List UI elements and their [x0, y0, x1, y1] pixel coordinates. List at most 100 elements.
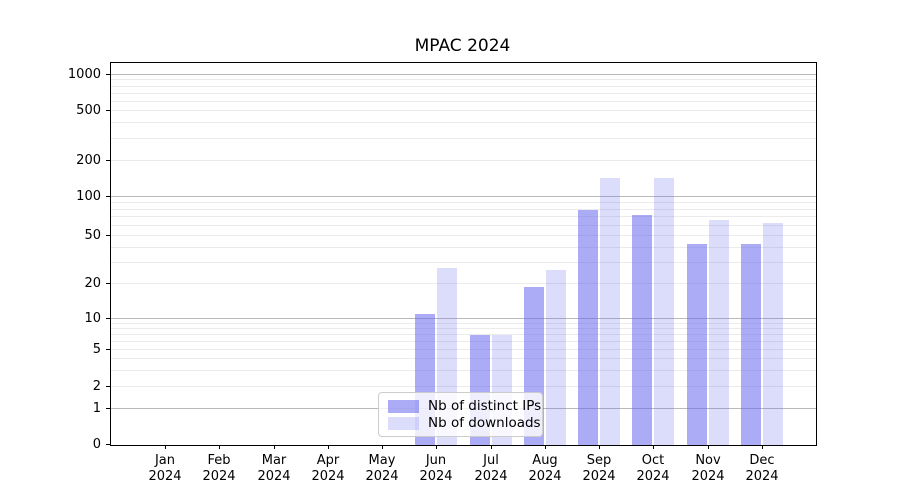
- gridline-minor: [111, 202, 816, 203]
- bar-downloads: [709, 220, 729, 445]
- x-tick-month: Dec: [749, 453, 775, 468]
- bar-downloads: [654, 178, 674, 445]
- x-tick-mark: [382, 445, 383, 449]
- x-tick-month: Mar: [261, 453, 287, 468]
- x-tick-label: Jul 2024: [461, 453, 521, 485]
- x-tick-month: Apr: [316, 453, 340, 468]
- x-tick-mark: [599, 445, 600, 449]
- y-tick-mark: [106, 235, 110, 236]
- x-tick-mark: [165, 445, 166, 449]
- gridline-minor: [111, 93, 816, 94]
- legend-swatch-downloads: [388, 417, 419, 430]
- bar-downloads: [600, 178, 620, 445]
- x-tick-month: Jun: [425, 453, 447, 468]
- x-tick-mark: [545, 445, 546, 449]
- gridline-minor: [111, 101, 816, 102]
- gridline-minor: [111, 283, 816, 284]
- x-tick-label: Jun 2024: [406, 453, 466, 485]
- gridline-minor: [111, 79, 816, 80]
- gridline-minor: [111, 386, 816, 387]
- x-tick-month: Oct: [641, 453, 665, 468]
- gridline-minor: [111, 328, 816, 329]
- plot-area: 0 1 2 5 10 20 50 100 200 500 1000 Jan 2024 Feb 2024 Mar…: [68, 62, 817, 484]
- legend: Nb of distinct IPs Nb of downloads: [378, 392, 543, 437]
- y-tick-mark: [106, 283, 110, 284]
- y-tick-label: 50: [84, 228, 101, 243]
- y-tick-mark: [106, 74, 110, 75]
- gridline-minor: [111, 349, 816, 350]
- gridline-minor: [111, 216, 816, 217]
- x-tick-year: 2024: [745, 469, 779, 484]
- bar-distinct-ips: [741, 244, 761, 445]
- x-tick-label: Aug 2024: [515, 453, 575, 485]
- x-tick-year: 2024: [148, 469, 182, 484]
- y-tick-mark: [106, 349, 110, 350]
- x-tick-month: Nov: [695, 453, 721, 468]
- y-tick-mark: [106, 110, 110, 111]
- y-tick-mark: [106, 196, 110, 197]
- gridline-minor: [111, 358, 816, 359]
- x-tick-mark: [274, 445, 275, 449]
- x-tick-mark: [708, 445, 709, 449]
- x-tick-month: Sep: [586, 453, 612, 468]
- y-tick-mark: [106, 318, 110, 319]
- x-tick-label: Nov 2024: [678, 453, 738, 485]
- x-tick-mark: [762, 445, 763, 449]
- bar-downloads: [763, 223, 783, 445]
- y-tick-label: 20: [84, 276, 101, 291]
- x-tick-year: 2024: [419, 469, 453, 484]
- y-tick-mark: [106, 408, 110, 409]
- gridline-minor: [111, 110, 816, 111]
- x-tick-year: 2024: [582, 469, 616, 484]
- gridline-minor: [111, 122, 816, 123]
- bar-distinct-ips: [687, 244, 707, 445]
- x-tick-mark: [436, 445, 437, 449]
- gridline-minor: [111, 370, 816, 371]
- x-tick-label: Jan 2024: [135, 453, 195, 485]
- gridline-minor: [111, 323, 816, 324]
- x-tick-label: Dec 2024: [732, 453, 792, 485]
- x-tick-label: Apr 2024: [298, 453, 358, 485]
- legend-swatch-distinct-ips: [388, 400, 419, 413]
- bar-downloads: [546, 270, 566, 445]
- legend-item: Nb of distinct IPs: [388, 399, 541, 414]
- gridline-minor: [111, 235, 816, 236]
- gridline-minor: [111, 262, 816, 263]
- gridline-minor: [111, 86, 816, 87]
- y-tick-label: 100: [76, 189, 101, 204]
- y-tick-label: 2: [92, 379, 101, 394]
- x-tick-label: May 2024: [352, 453, 412, 485]
- x-tick-year: 2024: [257, 469, 291, 484]
- y-tick-label: 10: [84, 311, 101, 326]
- gridline-major: [111, 196, 816, 197]
- y-tick-mark: [106, 444, 110, 445]
- gridline-minor: [111, 209, 816, 210]
- gridline-minor: [111, 225, 816, 226]
- x-tick-mark: [328, 445, 329, 449]
- y-tick-label: 200: [76, 153, 101, 168]
- legend-item: Nb of downloads: [388, 416, 541, 431]
- x-tick-year: 2024: [691, 469, 725, 484]
- gridline-minor: [111, 341, 816, 342]
- gridline-minor: [111, 247, 816, 248]
- x-tick-year: 2024: [311, 469, 345, 484]
- x-tick-label: Oct 2024: [623, 453, 683, 485]
- x-tick-year: 2024: [528, 469, 562, 484]
- legend-label: Nb of downloads: [428, 415, 541, 431]
- bar-distinct-ips: [632, 215, 652, 445]
- x-tick-year: 2024: [365, 469, 399, 484]
- x-tick-month: Jul: [483, 453, 499, 468]
- x-tick-mark: [491, 445, 492, 449]
- x-tick-year: 2024: [474, 469, 508, 484]
- x-tick-label: Feb 2024: [189, 453, 249, 485]
- gridline-minor: [111, 334, 816, 335]
- x-tick-month: Aug: [532, 453, 558, 468]
- y-tick-label: 5: [92, 342, 101, 357]
- gridline-major: [111, 74, 816, 75]
- y-tick-mark: [106, 386, 110, 387]
- x-tick-month: Feb: [207, 453, 231, 468]
- gridline-major: [111, 318, 816, 319]
- y-tick-label: 500: [76, 103, 101, 118]
- gridline-minor: [111, 138, 816, 139]
